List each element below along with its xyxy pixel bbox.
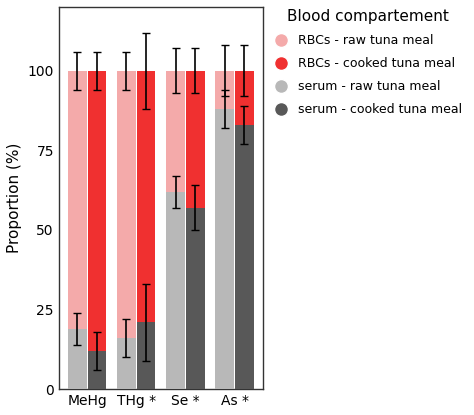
Bar — [166, 192, 185, 389]
Bar — [235, 71, 254, 389]
Bar — [68, 71, 87, 389]
Bar — [215, 71, 234, 389]
Bar — [117, 71, 136, 389]
Bar — [166, 71, 185, 389]
Bar — [88, 351, 106, 389]
Bar — [137, 71, 155, 389]
Legend: RBCs - raw tuna meal, RBCs - cooked tuna meal, serum - raw tuna meal, serum - co: RBCs - raw tuna meal, RBCs - cooked tuna… — [271, 6, 465, 120]
Y-axis label: Proportion (%): Proportion (%) — [7, 143, 22, 253]
Bar — [186, 208, 205, 389]
Bar — [68, 329, 87, 389]
Bar — [137, 322, 155, 389]
Bar — [88, 71, 106, 389]
Bar — [215, 109, 234, 389]
Bar — [186, 71, 205, 389]
Bar — [235, 125, 254, 389]
Bar — [117, 338, 136, 389]
